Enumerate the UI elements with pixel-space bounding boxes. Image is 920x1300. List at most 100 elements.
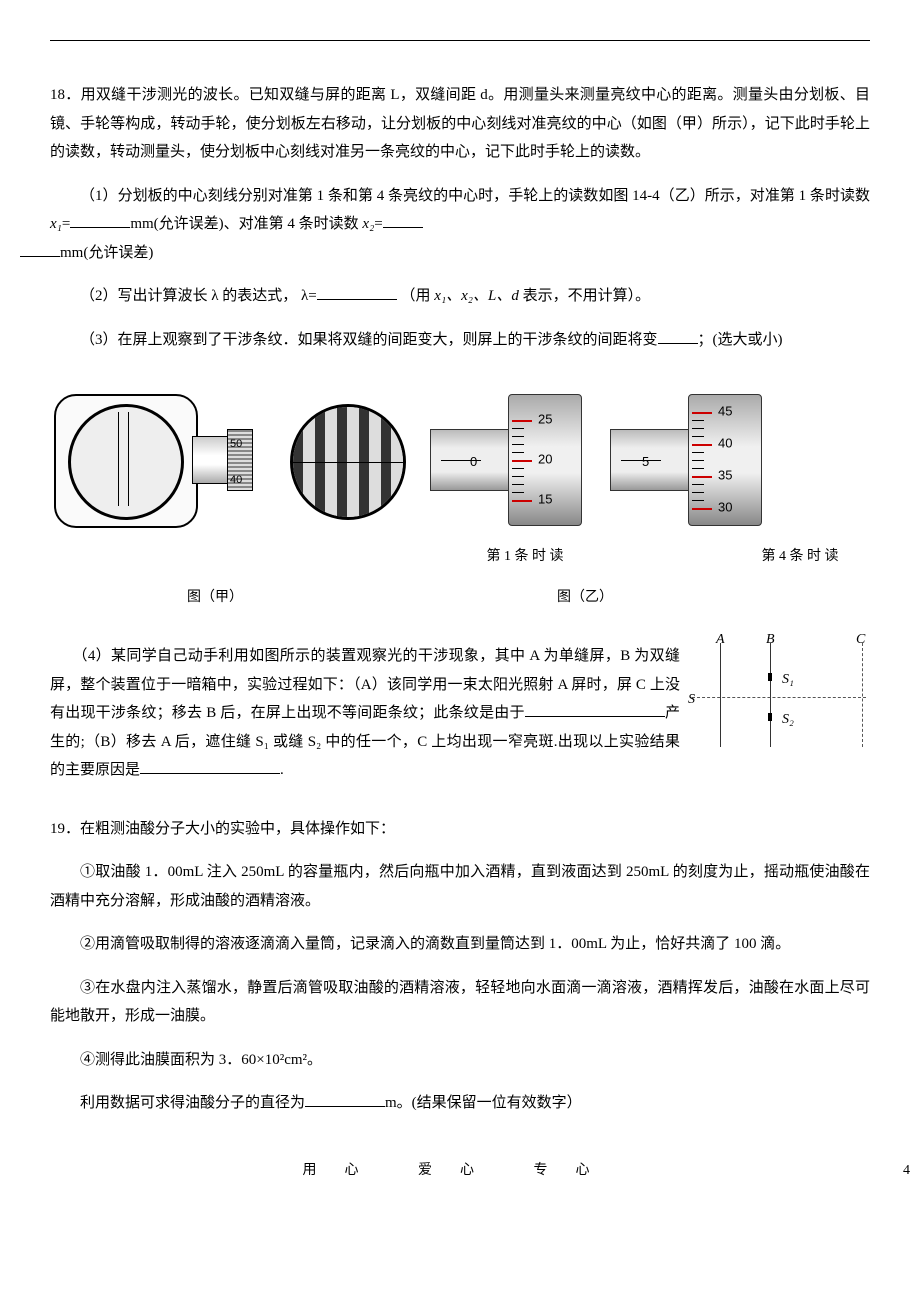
q19-s5: 利用数据可求得油酸分子的直径为 m。(结果保留一位有效数字） — [50, 1089, 870, 1118]
m2-t3 — [692, 436, 704, 437]
micrometer-reading-1: 0 25 20 15 — [430, 394, 590, 524]
m1-l2: 20 — [538, 448, 552, 473]
m2-t4 — [692, 452, 704, 453]
m1-t5 — [512, 468, 524, 469]
lbl-b: B — [766, 627, 775, 654]
m2-major-2 — [692, 444, 712, 446]
q18-p2b: （用 — [401, 288, 435, 304]
ep-num-top: 50 — [230, 434, 242, 455]
lbl-s2: S₂ — [782, 707, 794, 734]
lbl-s1: S₁ — [782, 667, 794, 694]
q19-s1: ①取油酸 1．00mL 注入 250mL 的容量瓶内，然后向瓶中加入酒精，直到液… — [50, 858, 870, 915]
q19-intro: 19．在粗测油酸分子大小的实验中，具体操作如下： — [50, 815, 870, 844]
m1-t7 — [512, 484, 524, 485]
q19-s2: ②用滴管吸取制得的溶液逐滴滴入量筒，记录滴入的滴数直到量筒达到 1．00mL 为… — [50, 930, 870, 959]
optical-axis — [692, 697, 866, 698]
m1-l3: 15 — [538, 488, 552, 513]
q18-part2: （2）写出计算波长 λ 的表达式， λ= （用 x₁、x₂、L、d 表示，不用计… — [50, 282, 870, 311]
q18-part4-block: A B C S S₁ S₂ （4）某同学自己动手利用如图所示的装置观察光的干涉现… — [50, 627, 870, 800]
blank-x2b — [20, 241, 60, 257]
q19-intro-text: 在粗测油酸分子大小的实验中，具体操作如下： — [80, 821, 395, 837]
q18-intro-text: 用双缝干涉测光的波长。已知双缝与屏的距离 L，双缝间距 d。用测量头来测量亮纹中… — [50, 87, 870, 160]
q18-p3b: ；(选大或小) — [698, 332, 783, 348]
q18-x2: x₂ — [362, 216, 374, 232]
q18-p2a: （2）写出计算波长 λ 的表达式， λ= — [80, 288, 317, 304]
m2-major-3 — [692, 476, 712, 478]
m2-t6 — [692, 468, 704, 469]
crosshair-2 — [128, 412, 129, 506]
slit-s1-mark — [768, 673, 772, 681]
m1-t2 — [512, 436, 524, 437]
blank-x2a — [383, 212, 423, 228]
m1-t1 — [512, 428, 524, 429]
screen-a — [720, 643, 721, 747]
fringe-viewer — [280, 394, 410, 524]
micrometer-reading-4: 5 45 40 35 30 — [610, 394, 770, 524]
fringe-lens — [290, 404, 406, 520]
m2-main: 5 — [642, 450, 649, 475]
q19-s3: ③在水盘内注入蒸馏水，静置后滴管吸取油酸的酒精溶液，轻轻地向水面滴一滴溶液，酒精… — [50, 974, 870, 1031]
q18-part1: （1）分划板的中心刻线分别对准第 1 条和第 4 条亮纹的中心时，手轮上的读数如… — [50, 182, 870, 268]
blank-x1 — [70, 212, 130, 228]
m1-major-3 — [512, 500, 532, 502]
m2-l1: 45 — [718, 400, 732, 425]
q18-intro: 18．用双缝干涉测光的波长。已知双缝与屏的距离 L，双缝间距 d。用测量头来测量… — [50, 81, 870, 167]
cap-reading-4: 第 4 条 时 读 — [730, 544, 870, 571]
m2-l4: 30 — [718, 496, 732, 521]
figure-row: 50 40 0 25 20 15 — [50, 384, 870, 534]
q18-p1c: mm(允许误差) — [60, 245, 153, 261]
m2-t1 — [692, 420, 704, 421]
q18-number: 18． — [50, 87, 81, 103]
q18-p2c: 表示，不用计算）。 — [519, 288, 650, 304]
m2-major-1 — [692, 412, 712, 414]
m2-l3: 35 — [718, 464, 732, 489]
footer-text: 用心 爱心 专心 — [303, 1163, 618, 1178]
q19-number: 19． — [50, 821, 80, 837]
q19-s5b: m。(结果保留一位有效数字） — [385, 1095, 582, 1111]
slit-diagram: A B C S S₁ S₂ — [690, 631, 870, 751]
q18-p4c: . — [280, 762, 284, 778]
reading-captions: 第 1 条 时 读 第 4 条 时 读 — [50, 544, 870, 571]
slit-s2-mark — [768, 713, 772, 721]
eyepiece-barrel — [192, 436, 252, 484]
page-number: 4 — [903, 1158, 910, 1185]
figure-captions: 图（甲） 图（乙） — [50, 585, 870, 612]
lbl-s: S — [688, 687, 695, 714]
ep-num-bottom: 40 — [230, 470, 242, 491]
blank-cause — [525, 701, 665, 717]
m2-l2: 40 — [718, 432, 732, 457]
m1-major-2 — [512, 460, 532, 462]
page-footer: 用心 爱心 专心 4 — [50, 1158, 870, 1185]
m1-t4 — [512, 452, 524, 453]
fringe-midline — [293, 462, 403, 463]
cap-jia: 图（甲） — [50, 585, 380, 612]
lbl-a: A — [716, 627, 725, 654]
q18-p1b: mm(允许误差)、对准第 4 条时读数 — [130, 216, 362, 232]
m2-ticks: 45 40 35 30 — [692, 400, 756, 518]
blank-bigsmall — [658, 328, 698, 344]
m1-t6 — [512, 476, 524, 477]
blank-diameter — [305, 1091, 385, 1107]
blank-reason — [140, 758, 280, 774]
m2-sleeve — [610, 429, 692, 491]
cap-reading-1: 第 1 条 时 读 — [455, 544, 595, 571]
eyepiece-lens — [68, 404, 184, 520]
m1-t3 — [512, 444, 524, 445]
top-rule — [50, 40, 870, 41]
lbl-c: C — [856, 627, 865, 654]
q19-s5a: 利用数据可求得油酸分子的直径为 — [80, 1095, 305, 1111]
q18-part3: （3）在屏上观察到了干涉条纹．如果将双缝的间距变大，则屏上的干涉条纹的间距将变 ；… — [50, 326, 870, 355]
screen-c — [862, 643, 863, 747]
m2-t9 — [692, 500, 704, 501]
m1-l1: 25 — [538, 408, 552, 433]
blank-lambda — [317, 284, 397, 300]
m1-major-1 — [512, 420, 532, 422]
q18-p3a: （3）在屏上观察到了干涉条纹．如果将双缝的间距变大，则屏上的干涉条纹的间距将变 — [80, 332, 658, 348]
q18-x1: x₁ — [50, 216, 62, 232]
m2-t2 — [692, 428, 704, 429]
cap-yi: 图（乙） — [420, 585, 750, 612]
m1-ticks: 25 20 15 — [512, 400, 576, 518]
m1-t8 — [512, 492, 524, 493]
m2-t8 — [692, 492, 704, 493]
screen-b — [770, 643, 771, 747]
